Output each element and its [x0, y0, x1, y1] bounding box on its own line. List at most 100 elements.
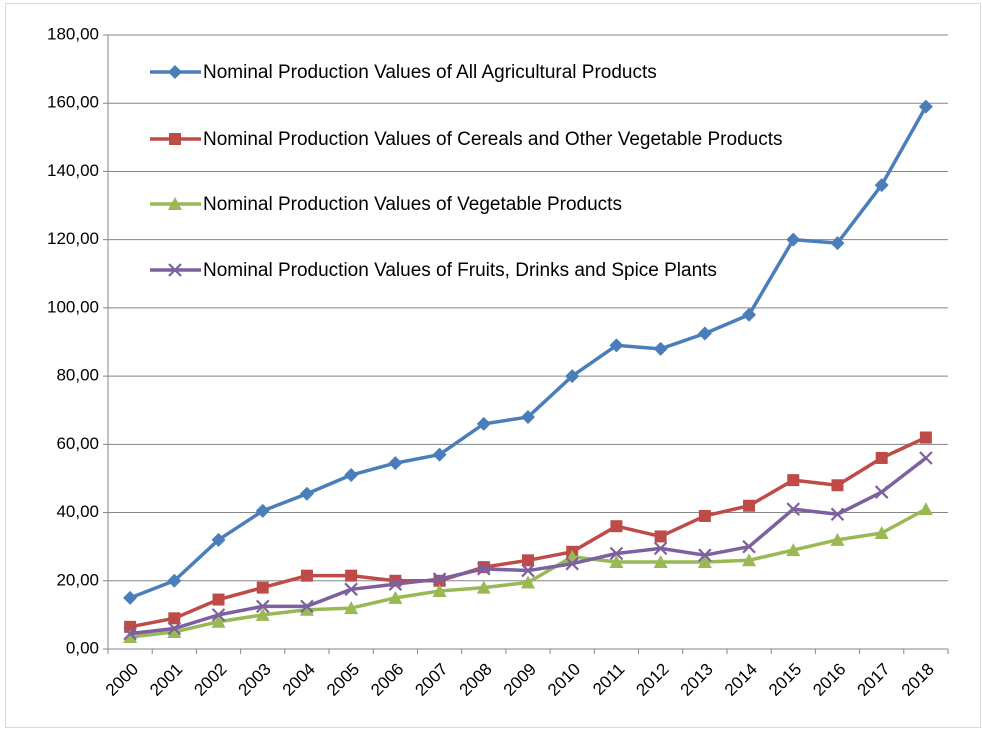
marker — [919, 451, 933, 465]
x-tick-label: 2015 — [765, 660, 805, 700]
marker — [344, 468, 359, 483]
marker — [653, 341, 668, 356]
marker — [123, 590, 138, 605]
marker — [787, 474, 800, 487]
marker — [742, 553, 757, 567]
chart-frame — [5, 3, 981, 728]
y-tick-label: 20,00 — [56, 570, 99, 589]
marker — [786, 543, 801, 557]
legend-label: Nominal Production Values of Fruits, Dri… — [203, 260, 717, 281]
marker — [918, 502, 933, 516]
marker — [123, 630, 138, 644]
marker — [742, 539, 756, 554]
x-tick-label: 2013 — [677, 660, 717, 700]
marker — [830, 532, 845, 546]
y-tick-label: 40,00 — [56, 502, 99, 521]
x-tick-label: 2010 — [544, 660, 584, 700]
marker — [300, 569, 313, 582]
marker — [609, 338, 624, 353]
x-tick-label: 2004 — [279, 660, 319, 700]
marker — [169, 133, 181, 145]
marker — [299, 486, 314, 501]
x-tick-label: 2003 — [235, 660, 275, 700]
marker — [918, 99, 933, 114]
marker — [653, 555, 668, 569]
marker — [344, 601, 359, 615]
y-tick-label: 0,00 — [66, 638, 99, 657]
x-tick-label: 2001 — [146, 660, 186, 700]
marker — [388, 456, 403, 471]
marker — [167, 621, 182, 636]
x-tick-label: 2008 — [456, 660, 496, 700]
marker — [168, 197, 182, 210]
legend-label: Nominal Production Values of Vegetable P… — [203, 194, 622, 215]
marker — [211, 532, 226, 547]
marker — [344, 582, 358, 597]
marker — [875, 451, 888, 464]
marker — [786, 232, 801, 247]
y-tick-label: 140,00 — [47, 161, 99, 180]
marker — [565, 369, 580, 384]
marker — [786, 502, 801, 516]
x-tick-label: 2014 — [721, 660, 761, 700]
marker — [521, 575, 535, 589]
x-tick-label: 2005 — [323, 660, 363, 700]
marker — [830, 507, 845, 522]
marker — [124, 620, 137, 633]
x-tick-label: 2012 — [632, 660, 672, 700]
y-tick-label: 60,00 — [56, 434, 99, 453]
marker — [654, 530, 667, 543]
marker — [874, 526, 889, 540]
marker — [609, 555, 624, 569]
x-tick-label: 2007 — [411, 660, 451, 700]
marker — [168, 263, 182, 277]
marker — [831, 479, 844, 492]
y-tick-label: 80,00 — [56, 366, 99, 385]
marker — [698, 509, 711, 522]
series-line — [129, 507, 927, 639]
y-tick-label: 160,00 — [47, 93, 99, 112]
marker — [830, 236, 845, 251]
marker — [697, 326, 712, 341]
x-tick-label: 2017 — [854, 660, 894, 700]
marker — [167, 573, 182, 588]
x-tick-label: 2000 — [102, 660, 142, 700]
y-tick-label: 180,00 — [47, 24, 99, 43]
marker — [168, 65, 182, 79]
marker — [211, 608, 226, 622]
y-tick-label: 100,00 — [47, 297, 99, 316]
marker — [565, 556, 579, 571]
x-tick-label: 2016 — [809, 660, 849, 700]
y-tick-label: 120,00 — [47, 229, 99, 248]
marker — [698, 548, 712, 562]
marker — [476, 580, 491, 594]
marker — [345, 569, 358, 582]
marker — [167, 624, 182, 638]
marker — [255, 607, 270, 621]
marker — [211, 614, 226, 628]
marker — [388, 590, 403, 604]
marker — [300, 599, 314, 614]
marker — [521, 563, 535, 578]
marker — [742, 307, 757, 322]
legend-label: Nominal Production Values of Cereals and… — [203, 129, 782, 150]
marker — [168, 612, 181, 625]
marker — [522, 554, 534, 567]
marker — [432, 447, 447, 462]
series-line — [129, 105, 928, 600]
marker — [609, 546, 624, 561]
x-tick-label: 2002 — [190, 660, 230, 700]
x-tick-label: 2006 — [367, 660, 407, 700]
marker — [432, 584, 447, 598]
marker — [477, 562, 491, 576]
marker — [255, 503, 270, 518]
marker — [697, 555, 712, 569]
marker — [919, 431, 932, 444]
marker — [388, 577, 403, 591]
marker — [874, 178, 889, 193]
marker — [610, 520, 623, 533]
marker — [743, 499, 756, 512]
x-tick-label: 2009 — [500, 660, 540, 700]
marker — [299, 602, 314, 616]
